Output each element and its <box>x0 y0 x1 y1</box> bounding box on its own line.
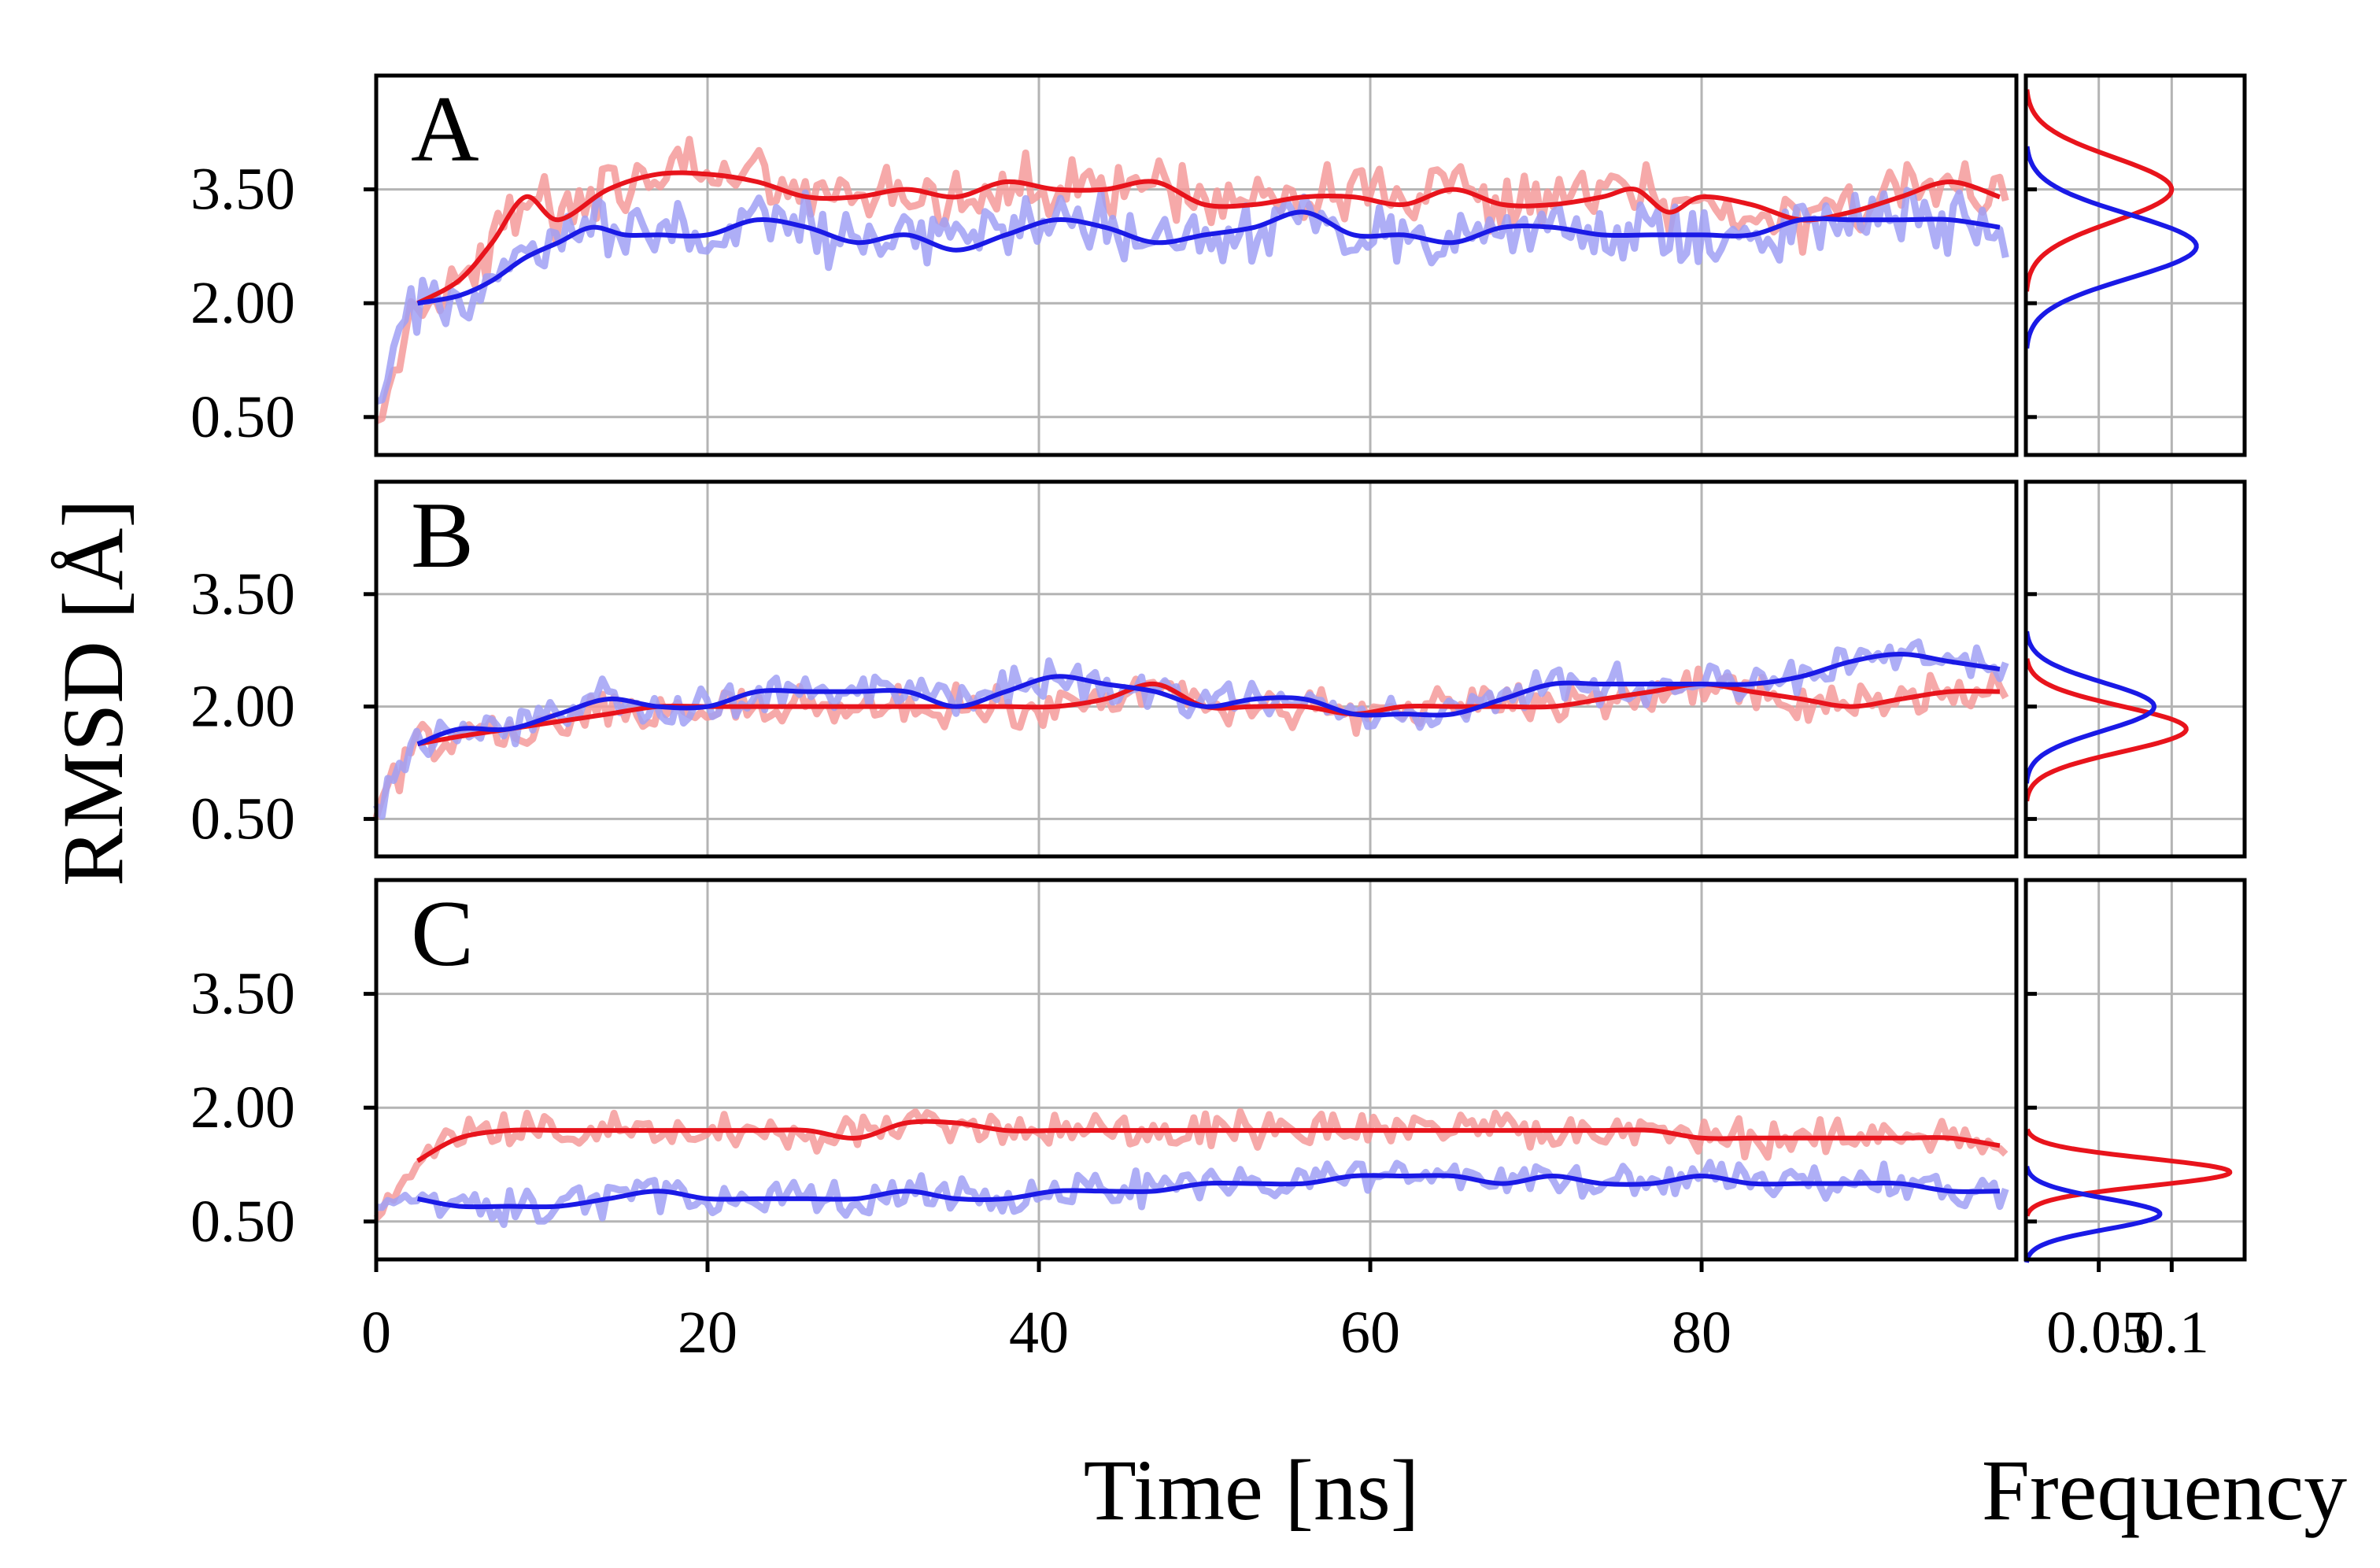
panel-B-y-tick-label: 0.50 <box>190 786 295 852</box>
y-axis-title: RMSD [Å] <box>45 499 141 886</box>
panel-C-frame <box>374 878 2019 1262</box>
x-tick-label: 80 <box>1672 1300 1731 1366</box>
raw-traces-layer <box>372 135 2009 1229</box>
panel-B-frame <box>374 479 2019 859</box>
panel-B-label: B <box>411 483 474 587</box>
hist-axis-title: Frequency <box>1982 1442 2347 1538</box>
panel-frames-layer <box>364 73 2247 1272</box>
hist-panel-B-frame <box>2023 479 2247 859</box>
panel-A-label: A <box>411 76 479 181</box>
panel-B-y-tick-label: 3.50 <box>190 561 295 627</box>
x-tick-label: 40 <box>1009 1300 1069 1366</box>
panel-C-y-tick-label: 2.00 <box>190 1074 295 1141</box>
panel-A-background <box>376 76 2016 455</box>
hist-x-tick-label: 0.1 <box>2134 1300 2209 1366</box>
x-tick-label: 20 <box>678 1300 737 1366</box>
grid-layer <box>376 76 2245 1259</box>
hist-panel-C-frame <box>2023 878 2247 1262</box>
panel-C-blue-smoothed-line <box>417 1173 2000 1210</box>
panel-A-y-tick-label: 3.50 <box>190 157 295 223</box>
x-tick-label: 60 <box>1340 1300 1400 1366</box>
panel-C-y-tick-label: 0.50 <box>190 1189 295 1255</box>
histogram-layer <box>2024 89 2233 1264</box>
panel-B-background <box>376 482 2016 856</box>
panel-A-red-smoothed-line <box>416 170 2001 305</box>
panel-C-red-raw-trace <box>373 1108 2009 1222</box>
panel-C-red-smoothed-line <box>416 1119 2001 1163</box>
panel-A-red-histogram <box>2024 89 2175 292</box>
panel-A-y-tick-label: 0.50 <box>190 384 295 450</box>
x-tick-label: 0 <box>361 1300 391 1366</box>
text-layer: 0.50 2.00 3.50 A 0.50 2.00 3.50 B 0.50 2.00 3.50 C 0… <box>45 76 2347 1538</box>
panel-A-frame <box>374 73 2019 457</box>
smoothed-traces-layer <box>416 170 2001 1210</box>
panel-B-blue-histogram <box>2024 631 2156 784</box>
panel-A-blue-smoothed-line <box>417 209 2001 306</box>
panel-A-blue-histogram <box>2024 146 2199 349</box>
hist-x-tick-label: 0.05 <box>2046 1300 2151 1366</box>
panel-B-red-histogram <box>2024 658 2189 802</box>
panel-C-background <box>376 880 2016 1259</box>
hist-panel-A-frame <box>2023 73 2247 457</box>
panel-C-label: C <box>411 881 474 986</box>
panel-C-y-tick-label: 3.50 <box>190 961 295 1027</box>
panel-B-blue-smoothed-line <box>416 652 2001 747</box>
x-axis-title: Time [ns] <box>1084 1442 1420 1538</box>
panel-C-red-histogram <box>2024 1128 2233 1218</box>
panel-A-red-raw-trace <box>375 135 2009 424</box>
panel-C-blue-histogram <box>2024 1165 2163 1264</box>
panel-B-y-tick-label: 2.00 <box>190 674 295 740</box>
panel-A-y-tick-label: 2.00 <box>190 270 295 336</box>
